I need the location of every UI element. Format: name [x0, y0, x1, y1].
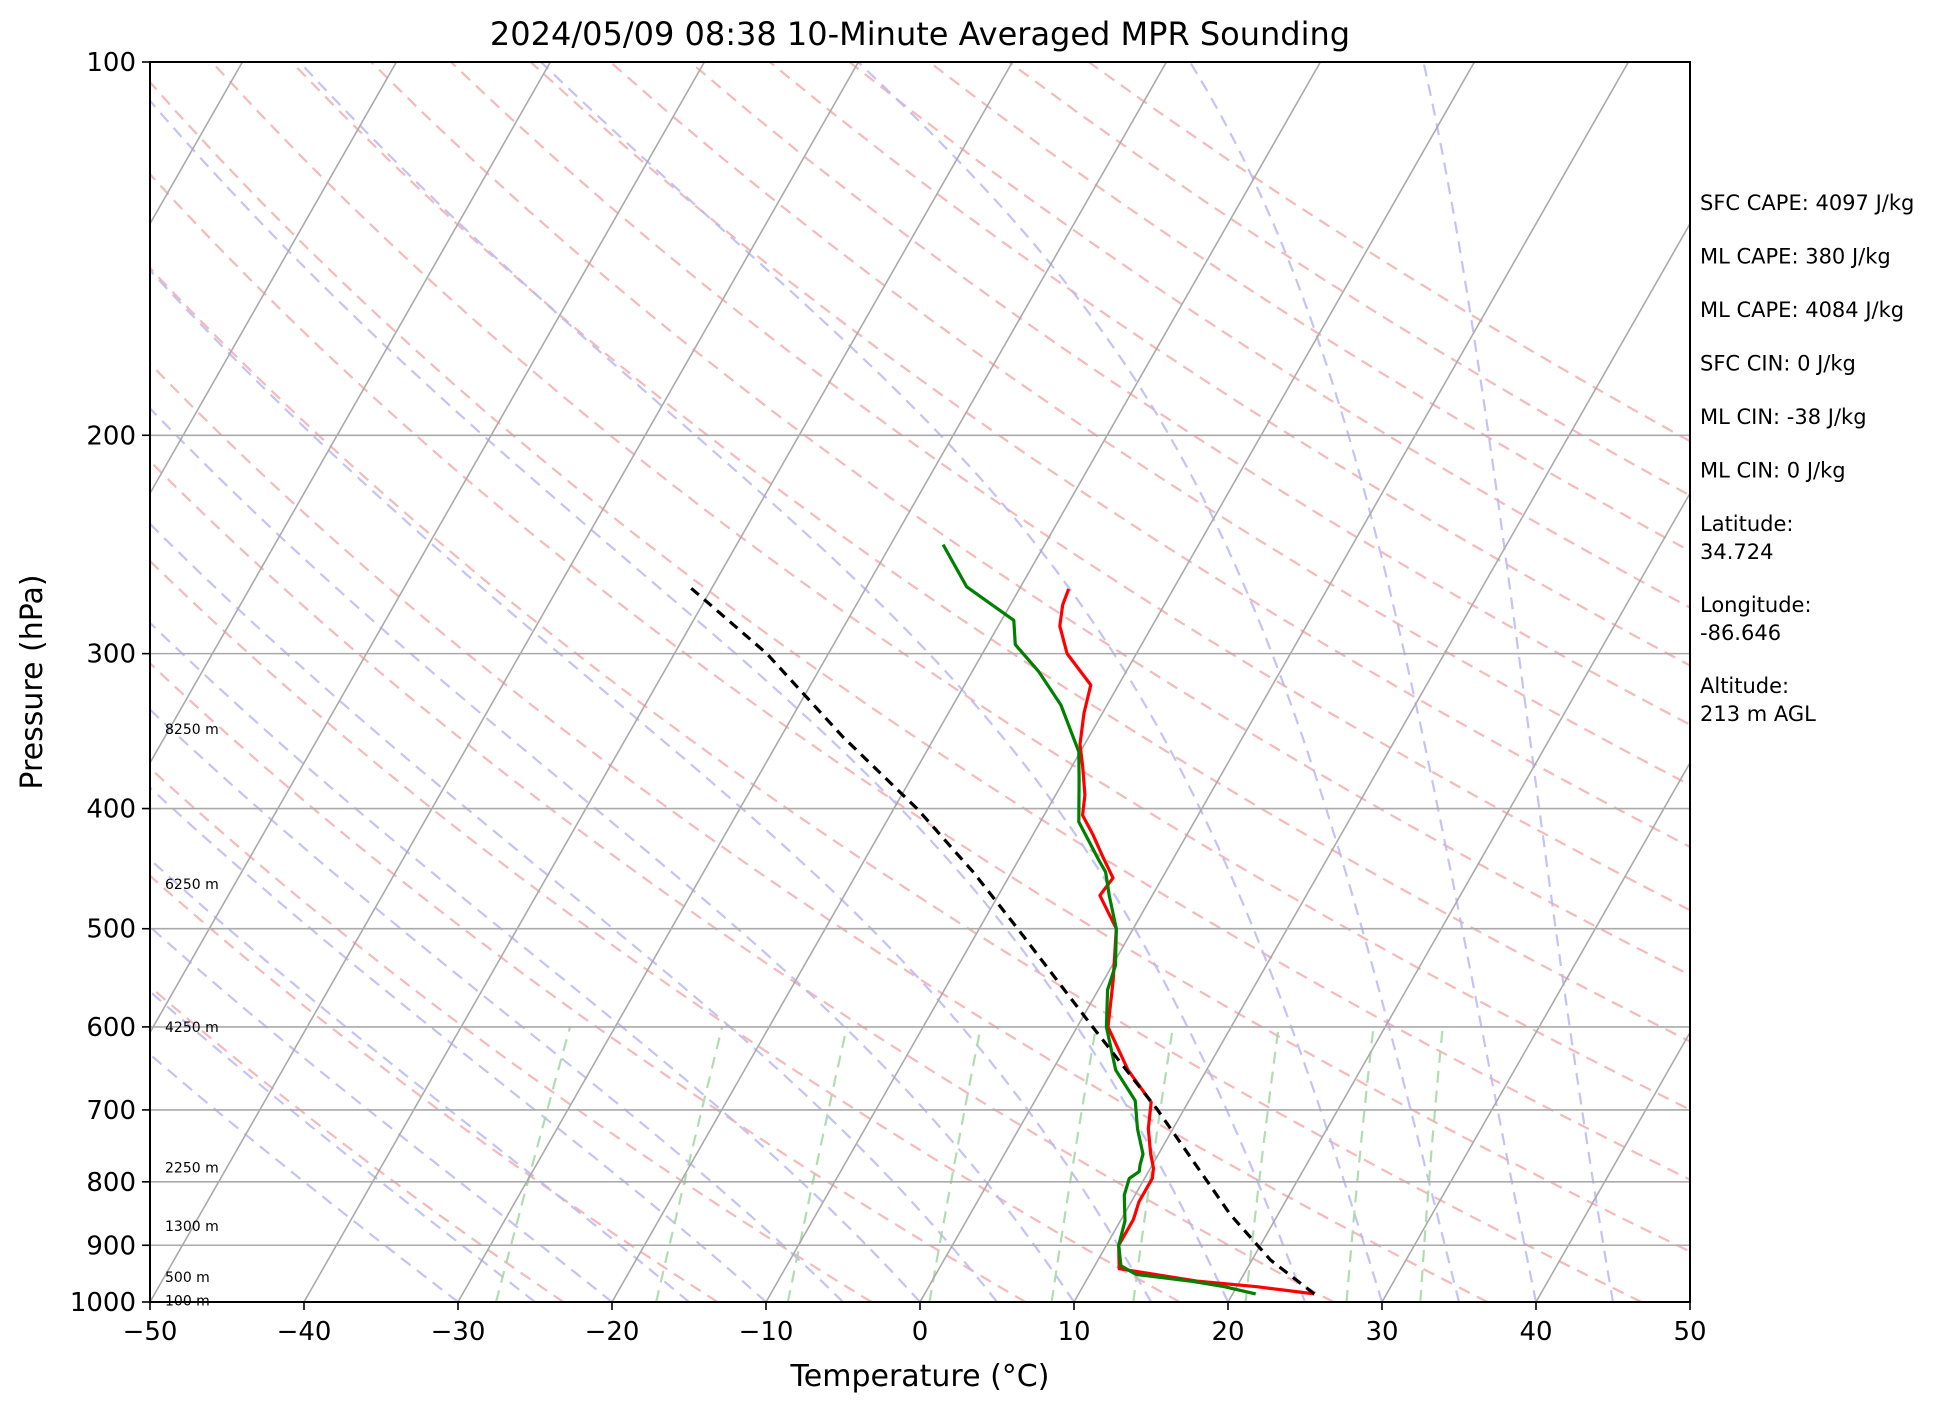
isotherm — [1381, 761, 1690, 1302]
moist-adiabat — [150, 268, 1152, 1302]
parameter-text: SFC CIN: 0 J/kg — [1700, 352, 1856, 376]
y-tick-label: 700 — [86, 1096, 136, 1126]
mixing-ratio-line — [786, 1026, 848, 1302]
sounding-parameters: SFC CAPE: 4097 J/kg ML CAPE: 380 J/kg ML C… — [1700, 191, 1914, 726]
moist-adiabat — [150, 990, 536, 1302]
profile-line-2 — [941, 543, 1257, 1296]
dry-adiabat — [150, 459, 1335, 1302]
isotherm — [919, 62, 1630, 1302]
dry-adiabat — [150, 766, 873, 1302]
isotherm — [150, 62, 860, 1302]
height-label: 6250 m — [165, 877, 219, 893]
y-tick-label: 400 — [86, 795, 136, 825]
dry-adiabat — [150, 559, 1181, 1302]
y-tick-label: 200 — [86, 421, 136, 451]
parameter-text: -86.646 — [1700, 621, 1781, 645]
moist-adiabat — [540, 62, 1384, 1302]
isotherm — [303, 62, 1014, 1302]
dry-adiabat — [150, 266, 1642, 1302]
profile-line-3 — [688, 585, 1316, 1296]
parameter-text: ML CIN: -38 J/kg — [1700, 405, 1867, 429]
mixing-ratio-line — [1050, 1026, 1098, 1302]
y-tick-label: 800 — [86, 1168, 136, 1198]
parameter-text: ML CAPE: 4084 J/kg — [1700, 298, 1904, 322]
parameter-text: ML CAPE: 380 J/kg — [1700, 245, 1891, 269]
isotherm — [457, 62, 1168, 1302]
moist-adiabat — [150, 925, 613, 1302]
parameter-text: ML CIN: 0 J/kg — [1700, 459, 1846, 483]
x-tick-label: 0 — [912, 1317, 929, 1347]
parameter-text: Latitude: — [1700, 512, 1794, 536]
moist-adiabat — [150, 708, 844, 1302]
height-label: 1300 m — [165, 1219, 219, 1235]
dry-adiabat — [150, 172, 1690, 1253]
y-tick-label: 600 — [86, 1013, 136, 1043]
dry-adiabat — [689, 62, 1690, 726]
y-tick-label: 300 — [86, 640, 136, 670]
isotherm — [150, 62, 706, 1035]
moist-adiabat — [150, 621, 921, 1302]
height-label: 100 m — [165, 1293, 210, 1309]
parameter-text: Longitude: — [1700, 593, 1812, 617]
chart-title: 2024/05/09 08:38 10-Minute Averaged MPR … — [490, 15, 1350, 53]
parameter-text: 213 m AGL — [1700, 702, 1816, 726]
y-axis-ticks: 1000 900 800 700 600 500 400 300 200 100 — [70, 48, 150, 1318]
x-tick-label: 50 — [1673, 1317, 1706, 1347]
dry-adiabat — [150, 361, 1488, 1302]
mixing-ratio-line — [655, 1026, 724, 1302]
y-axis-label: Pressure (hPa) — [15, 574, 50, 789]
isotherm — [1227, 491, 1690, 1302]
x-tick-label: −20 — [585, 1317, 640, 1347]
height-label: 2250 m — [165, 1161, 219, 1177]
height-label: 8250 m — [165, 722, 219, 738]
x-axis-ticks: −50 −40 −30 −20 −10 0 10 20 30 40 50 — [123, 1302, 1707, 1347]
y-tick-label: 500 — [86, 915, 136, 945]
dry-adiabat — [150, 874, 719, 1302]
moist-adiabat — [150, 99, 1230, 1302]
profile-line-1 — [1058, 588, 1315, 1296]
moist-adiabat — [150, 786, 767, 1302]
x-tick-label: 30 — [1365, 1317, 1398, 1347]
x-axis-label: Temperature (°C) — [790, 1359, 1050, 1394]
isotherm — [1073, 222, 1690, 1302]
isotherm — [150, 62, 552, 765]
moist-adiabat — [1189, 62, 1538, 1302]
background-lines — [150, 62, 1690, 1302]
moist-adiabat — [857, 62, 1461, 1302]
dry-adiabat — [769, 62, 1690, 667]
y-tick-label: 900 — [86, 1231, 136, 1261]
moist-adiabat — [150, 522, 998, 1302]
moist-adiabat — [150, 1052, 459, 1302]
profiles — [688, 543, 1316, 1296]
parameter-text: Altitude: — [1700, 674, 1789, 698]
x-tick-label: −50 — [123, 1317, 178, 1347]
x-tick-label: 40 — [1519, 1317, 1552, 1347]
isotherm — [1535, 1030, 1690, 1302]
dry-adiabat — [370, 62, 1690, 977]
height-label: 4250 m — [165, 1020, 219, 1036]
moist-adiabat — [1422, 62, 1615, 1302]
isotherm — [611, 62, 1322, 1302]
x-tick-label: 20 — [1211, 1317, 1244, 1347]
parameter-text: SFC CAPE: 4097 J/kg — [1700, 191, 1914, 215]
height-label: 500 m — [165, 1270, 210, 1286]
dry-adiabat — [450, 62, 1690, 912]
moist-adiabat — [298, 62, 1307, 1302]
y-tick-label: 100 — [86, 48, 136, 78]
x-tick-label: −40 — [277, 1317, 332, 1347]
x-tick-label: 10 — [1057, 1317, 1090, 1347]
x-tick-label: −30 — [431, 1317, 486, 1347]
height-labels: 100 m 500 m 1300 m 2250 m 4250 m 6250 m 8250 m — [165, 722, 219, 1309]
dry-adiabat — [210, 62, 1690, 1111]
isotherm — [150, 62, 398, 495]
dry-adiabat — [150, 661, 1027, 1302]
y-tick-label: 1000 — [70, 1288, 136, 1318]
isotherm — [765, 62, 1476, 1302]
x-tick-label: −10 — [739, 1317, 794, 1347]
dry-adiabat — [150, 985, 565, 1302]
dry-adiabat — [150, 80, 1690, 1181]
parameter-text: 34.724 — [1700, 540, 1773, 564]
moist-adiabat — [150, 406, 1075, 1302]
